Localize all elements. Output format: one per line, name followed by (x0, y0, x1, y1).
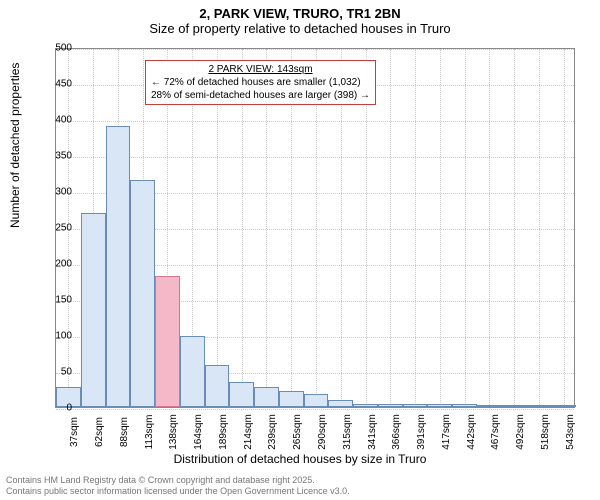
bar (106, 126, 131, 407)
bar (180, 336, 205, 407)
annotation-line1: 2 PARK VIEW: 143sqm (151, 63, 370, 76)
ytick-label: 50 (42, 367, 72, 378)
xtick-label: 265sqm (292, 412, 303, 452)
ytick-label: 450 (42, 79, 72, 90)
bar (551, 405, 576, 407)
xtick-label: 113sqm (144, 412, 155, 452)
xtick-label: 315sqm (342, 412, 353, 452)
bar (378, 404, 403, 407)
yaxis-title: Number of detached properties (8, 63, 22, 228)
bar (130, 180, 155, 407)
xaxis-title: Distribution of detached houses by size … (0, 452, 600, 466)
bar (229, 382, 254, 407)
annotation-line2: ← 72% of detached houses are smaller (1,… (151, 76, 370, 89)
chart-subtitle: Size of property relative to detached ho… (0, 21, 600, 40)
bar (477, 405, 502, 407)
chart-area: 2 PARK VIEW: 143sqm ← 72% of detached ho… (55, 48, 575, 408)
bar (279, 391, 304, 407)
gridline-h (56, 157, 574, 158)
gridline-v (539, 49, 540, 407)
annotation-line3: 28% of semi-detached houses are larger (… (151, 89, 370, 102)
bar (353, 404, 378, 407)
xtick-label: 239sqm (267, 412, 278, 452)
ytick-label: 200 (42, 259, 72, 270)
gridline-h (56, 121, 574, 122)
xtick-label: 492sqm (515, 412, 526, 452)
ytick-label: 500 (42, 43, 72, 54)
gridline-h (56, 409, 574, 410)
xtick-label: 518sqm (540, 412, 551, 452)
ytick-label: 150 (42, 295, 72, 306)
xtick-label: 543sqm (565, 412, 576, 452)
xtick-label: 214sqm (243, 412, 254, 452)
gridline-v (440, 49, 441, 407)
gridline-v (465, 49, 466, 407)
gridline-v (564, 49, 565, 407)
gridline-v (514, 49, 515, 407)
bar (403, 404, 428, 407)
ytick-label: 350 (42, 151, 72, 162)
xtick-label: 189sqm (218, 412, 229, 452)
footer-line1: Contains HM Land Registry data © Crown c… (6, 475, 350, 487)
footer-line2: Contains public sector information licen… (6, 486, 350, 498)
bar (254, 387, 279, 407)
gridline-v (415, 49, 416, 407)
bar (304, 394, 329, 407)
xtick-label: 88sqm (119, 412, 130, 452)
xtick-label: 341sqm (367, 412, 378, 452)
ytick-label: 300 (42, 187, 72, 198)
ytick-label: 0 (42, 403, 72, 414)
bar (526, 405, 551, 407)
bar (502, 405, 527, 407)
bar (205, 365, 230, 407)
bar (328, 400, 353, 407)
xtick-label: 366sqm (391, 412, 402, 452)
xtick-label: 62sqm (94, 412, 105, 452)
ytick-label: 250 (42, 223, 72, 234)
chart-title: 2, PARK VIEW, TRURO, TR1 2BN (0, 0, 600, 21)
annotation-box: 2 PARK VIEW: 143sqm ← 72% of detached ho… (145, 60, 376, 105)
bar-highlight (155, 276, 180, 407)
gridline-v (390, 49, 391, 407)
ytick-label: 400 (42, 115, 72, 126)
chart-container: 2, PARK VIEW, TRURO, TR1 2BN Size of pro… (0, 0, 600, 500)
xtick-label: 290sqm (317, 412, 328, 452)
gridline-v (489, 49, 490, 407)
xtick-label: 467sqm (490, 412, 501, 452)
xtick-label: 138sqm (168, 412, 179, 452)
xtick-label: 417sqm (441, 412, 452, 452)
xtick-label: 37sqm (69, 412, 80, 452)
xtick-label: 442sqm (466, 412, 477, 452)
bar (81, 213, 106, 407)
ytick-label: 100 (42, 331, 72, 342)
gridline-h (56, 49, 574, 50)
footer-text: Contains HM Land Registry data © Crown c… (6, 475, 350, 498)
bar (427, 404, 452, 407)
bar (452, 404, 477, 407)
xtick-label: 164sqm (193, 412, 204, 452)
xtick-label: 391sqm (416, 412, 427, 452)
